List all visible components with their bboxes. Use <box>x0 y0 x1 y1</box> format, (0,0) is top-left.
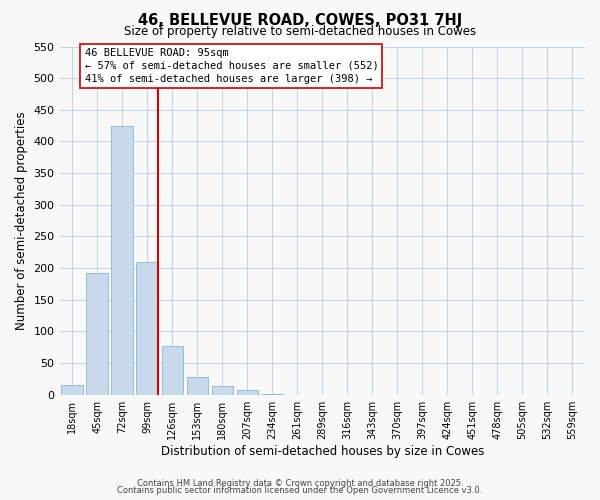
Text: Size of property relative to semi-detached houses in Cowes: Size of property relative to semi-detach… <box>124 25 476 38</box>
Text: Contains public sector information licensed under the Open Government Licence v3: Contains public sector information licen… <box>118 486 482 495</box>
Y-axis label: Number of semi-detached properties: Number of semi-detached properties <box>15 112 28 330</box>
Bar <box>86 272 108 394</box>
Bar <box>61 385 83 394</box>
Bar <box>112 126 133 394</box>
Bar <box>161 346 183 395</box>
Text: 46, BELLEVUE ROAD, COWES, PO31 7HJ: 46, BELLEVUE ROAD, COWES, PO31 7HJ <box>138 12 462 28</box>
Text: Contains HM Land Registry data © Crown copyright and database right 2025.: Contains HM Land Registry data © Crown c… <box>137 478 463 488</box>
X-axis label: Distribution of semi-detached houses by size in Cowes: Distribution of semi-detached houses by … <box>161 444 484 458</box>
Bar <box>212 386 233 394</box>
Text: 46 BELLEVUE ROAD: 95sqm
← 57% of semi-detached houses are smaller (552)
41% of s: 46 BELLEVUE ROAD: 95sqm ← 57% of semi-de… <box>85 48 379 84</box>
Bar <box>187 377 208 394</box>
Bar <box>236 390 258 394</box>
Bar <box>136 262 158 394</box>
